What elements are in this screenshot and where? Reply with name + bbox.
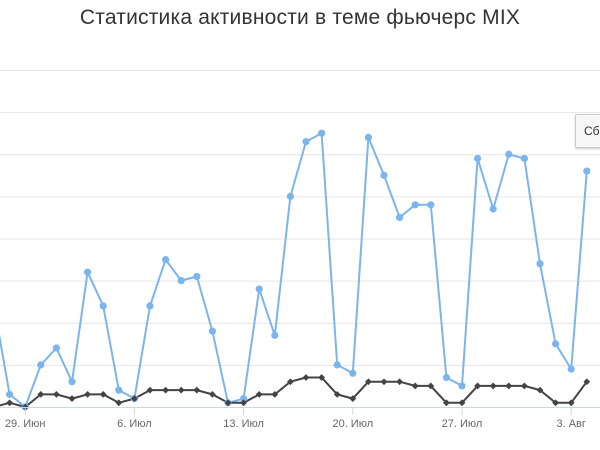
grid-lines (0, 70, 600, 366)
series-1-point[interactable] (520, 154, 529, 163)
series-2-point[interactable] (489, 382, 497, 390)
series-1-point[interactable] (474, 154, 482, 163)
series-2-point[interactable] (443, 399, 450, 407)
series-1-point[interactable] (458, 382, 466, 390)
chart-title: Статистика активности в теме фьючерс MIX (79, 6, 521, 29)
series-1-point[interactable] (255, 285, 263, 293)
series-1-point[interactable] (411, 201, 419, 209)
series-1-point[interactable] (52, 344, 61, 352)
series-2-point[interactable] (427, 382, 435, 390)
series-1-point[interactable] (552, 340, 560, 348)
x-tick-label: 29. Июн (5, 418, 46, 430)
series-1-point[interactable] (6, 390, 14, 398)
series-2-point[interactable] (505, 382, 513, 390)
series-2-point[interactable] (583, 378, 591, 386)
series-1-point[interactable] (286, 192, 294, 200)
series-2-point[interactable] (318, 374, 325, 381)
series-2-point[interactable] (177, 386, 185, 394)
series-1-point[interactable] (505, 150, 513, 158)
series-1-point[interactable] (68, 378, 76, 386)
series-2-point[interactable] (84, 390, 91, 398)
series-2-point[interactable] (396, 378, 403, 386)
series-2-point[interactable] (302, 374, 310, 381)
series-points (6, 129, 591, 411)
series-1-point[interactable] (380, 171, 388, 179)
series-1-point[interactable] (567, 365, 575, 373)
series-2-point[interactable] (115, 399, 123, 407)
series-2-point[interactable] (6, 399, 13, 407)
series-1-point[interactable] (162, 255, 170, 264)
series-2-point[interactable] (146, 386, 154, 394)
series-2-point[interactable] (365, 378, 372, 386)
series-2-point[interactable] (162, 386, 169, 394)
x-tick-label: 6. Июл (117, 418, 152, 430)
series-2-point[interactable] (209, 390, 216, 398)
reset-zoom-button[interactable]: Сбросить (575, 114, 600, 148)
series-2-point[interactable] (567, 399, 575, 407)
series-1-point[interactable] (177, 277, 185, 285)
series-1-point[interactable] (193, 272, 201, 281)
series-1-point[interactable] (37, 361, 45, 369)
series-2-point[interactable] (458, 399, 466, 407)
series-2-point[interactable] (474, 382, 481, 390)
series-2-point[interactable] (271, 390, 279, 398)
x-tick-label: 27. Июл (442, 418, 483, 430)
series-1-point[interactable] (99, 302, 107, 310)
series-1-point[interactable] (271, 331, 279, 339)
series-1-point[interactable] (208, 327, 216, 335)
series-1-point[interactable] (302, 138, 310, 146)
series-2-point[interactable] (411, 382, 419, 390)
series-2-point[interactable] (536, 386, 544, 394)
series-2-point[interactable] (287, 378, 294, 386)
series-1-point[interactable] (489, 205, 497, 213)
series-1-point[interactable] (442, 373, 450, 382)
series-2-point[interactable] (68, 395, 76, 402)
series-2-point[interactable] (521, 382, 528, 390)
series-1-point[interactable] (318, 129, 326, 137)
series-2-point[interactable] (333, 390, 341, 398)
series-1-point[interactable] (536, 260, 544, 268)
series-2-point[interactable] (380, 378, 388, 386)
series-2-point[interactable] (131, 395, 138, 402)
series-2-point[interactable] (240, 399, 247, 407)
series-2-point[interactable] (53, 390, 60, 398)
x-tick-label: 3. Авг (556, 418, 585, 430)
series-2-point[interactable] (193, 386, 201, 394)
series-2-point[interactable] (99, 390, 107, 398)
series-1-point[interactable] (583, 167, 591, 175)
series-1-point[interactable] (146, 302, 154, 310)
series-1-point[interactable] (349, 369, 357, 377)
series-2-point[interactable] (37, 390, 45, 398)
series-2-point[interactable] (255, 390, 263, 398)
series-1-point[interactable] (333, 361, 341, 369)
series-1-point[interactable] (364, 133, 372, 141)
series-1-point[interactable] (115, 386, 123, 394)
series-1-point[interactable] (240, 394, 248, 403)
x-axis: 29. Июн 6. Июл 13. Июл 20. Июл 27. Июл 3. Авг (0, 407, 600, 430)
series-2-point[interactable] (552, 399, 559, 407)
x-tick-label: 13. Июл (223, 418, 264, 430)
x-tick-label: 20. Июл (332, 418, 373, 430)
series-1-point[interactable] (84, 268, 92, 276)
series-1-point[interactable] (396, 213, 404, 222)
series-2-point[interactable] (349, 395, 357, 402)
series-1-point[interactable] (427, 201, 435, 209)
series-2-point[interactable] (224, 399, 232, 407)
